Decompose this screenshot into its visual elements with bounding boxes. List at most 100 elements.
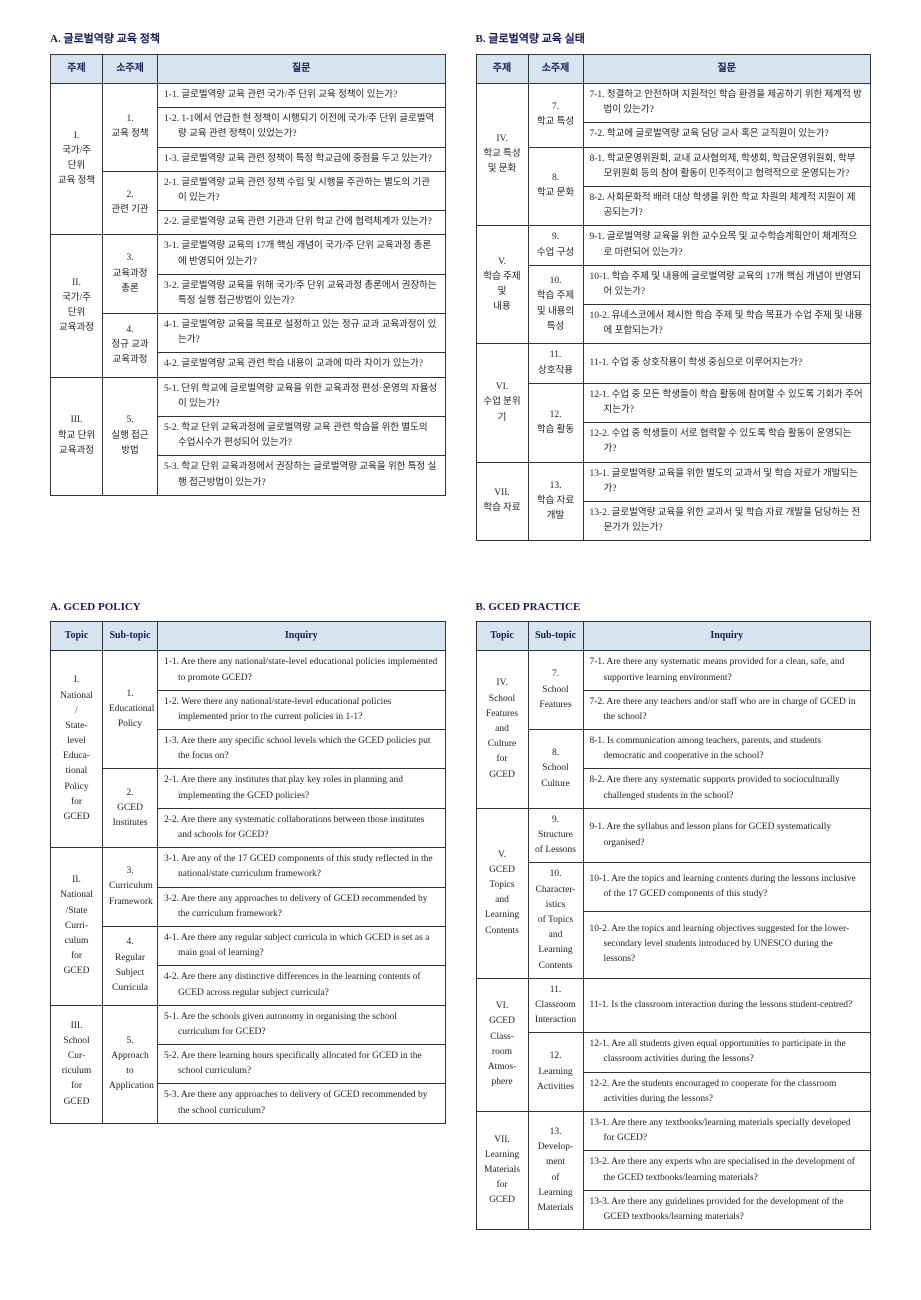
topic-cell: IV.학교 특성및 문화 [476, 84, 528, 226]
subtopic-cell: 4.RegularSubjectCurricula [103, 926, 158, 1005]
table-row: IV.학교 특성및 문화7.학교 특성7-1. 청결하고 안전하며 지원적인 학… [476, 84, 871, 123]
inquiry-table: TopicSub-topicInquiryI.National/State-le… [50, 621, 446, 1124]
subtopic-cell: 9.Structureof Lessons [528, 808, 583, 863]
subtopic-cell: 3.교육과정총론 [103, 235, 158, 314]
question-cell: 13-1. Are there any textbooks/learning m… [583, 1112, 871, 1151]
subtopic-cell: 5.ApproachtoApplication [103, 1005, 158, 1123]
subtopic-cell: 11.ClassroomInteraction [528, 978, 583, 1033]
inquiry-table: 주제소주제질문I.국가/주 단위교육 정책1.교육 정책1-1. 글로벌역량 교… [50, 54, 446, 496]
table-row: 4.정규 교과교육과정4-1. 글로벌역량 교육을 목표로 설정하고 있는 정규… [51, 314, 446, 353]
subtopic-cell: 11.상호작용 [528, 344, 583, 383]
table-row: VII.LearningMaterialsforGCED13.Develop-m… [476, 1112, 871, 1151]
question-cell: 9-1. Are the syllabus and lesson plans f… [583, 808, 871, 863]
column-header: Topic [476, 622, 528, 651]
topic-cell: II.National/StateCurri-culumforGCED [51, 848, 103, 1006]
subtopic-cell: 8.학교 문화 [528, 147, 583, 226]
column-header: Sub-topic [103, 622, 158, 651]
column-header: 소주제 [103, 55, 158, 84]
table-row: I.National/State-levelEduca-tionalPolicy… [51, 651, 446, 690]
question-cell: 8-2. Are there any systematic supports p… [583, 769, 871, 808]
question-cell: 11-1. Is the classroom interaction durin… [583, 978, 871, 1033]
question-cell: 3-1. 글로벌역량 교육의 17개 핵심 개념이 국가/주 단위 교육과정 총… [158, 235, 446, 274]
section-title: A. GCED POLICY [50, 601, 446, 613]
column-header: 주제 [476, 55, 528, 84]
section-A-en: A. GCED POLICY TopicSub-topicInquiryI.Nat… [50, 601, 446, 1230]
subtopic-cell: 1.EducationalPolicy [103, 651, 158, 769]
inquiry-table: 주제소주제질문IV.학교 특성및 문화7.학교 특성7-1. 청결하고 안전하며… [476, 54, 872, 541]
question-cell: 1-3. Are there any specific school level… [158, 730, 446, 769]
column-header: 질문 [583, 55, 871, 84]
section-title: A. 글로벌역량 교육 정책 [50, 30, 446, 46]
subtopic-cell: 13.학습 자료개발 [528, 462, 583, 541]
question-cell: 5-3. 학교 단위 교육과정에서 권장하는 글로벌역량 교육을 위한 특정 실… [158, 456, 446, 495]
subtopic-cell: 10.Character-isticsof TopicsandLearningC… [528, 863, 583, 978]
question-cell: 10-1. 학습 주제 및 내용에 글로벌역량 교육의 17개 핵심 개념이 반… [583, 265, 871, 304]
subtopic-cell: 7.SchoolFeatures [528, 651, 583, 730]
column-header: Sub-topic [528, 622, 583, 651]
section-B-en: B. GCED PRACTICETopicSub-topicInquiryIV.… [476, 601, 872, 1230]
column-header: Inquiry [158, 622, 446, 651]
topic-cell: III.학교 단위교육과정 [51, 377, 103, 495]
question-cell: 1-1. 글로벌역량 교육 관련 국가/주 단위 교육 정책이 있는가? [158, 84, 446, 108]
topic-cell: VII.LearningMaterialsforGCED [476, 1112, 528, 1230]
question-cell: 13-3. Are there any guidelines provided … [583, 1190, 871, 1229]
subtopic-cell: 12.학습 활동 [528, 383, 583, 462]
question-cell: 5-2. 학교 단위 교육과정에 글로벌역량 교육 관련 학습을 위한 별도의 … [158, 417, 446, 456]
question-cell: 3-1. Are any of the 17 GCED components o… [158, 848, 446, 887]
table-row: 8.SchoolCulture8-1. Is communication amo… [476, 730, 871, 769]
question-cell: 5-1. Are the schools given autonomy in o… [158, 1005, 446, 1044]
question-cell: 1-2. 1-1에서 언급한 현 정책이 시행되기 이전에 국가/주 단위 글로… [158, 108, 446, 147]
table-row: 12.LearningActivities12-1. Are all stude… [476, 1033, 871, 1072]
question-cell: 3-2. 글로벌역량 교육을 위해 국가/주 단위 교육과정 총론에서 권장하는… [158, 274, 446, 313]
table-row: 2.관련 기관2-1. 글로벌역량 교육 관련 정책 수립 및 시행을 주관하는… [51, 171, 446, 210]
question-cell: 13-2. Are there any experts who are spec… [583, 1151, 871, 1190]
table-row: 10.학습 주제및 내용의특성10-1. 학습 주제 및 내용에 글로벌역량 교… [476, 265, 871, 304]
question-cell: 5-3. Are there any approaches to deliver… [158, 1084, 446, 1123]
topic-cell: I.국가/주 단위교육 정책 [51, 84, 103, 235]
table-row: V.GCEDTopicsandLearningContents9.Structu… [476, 808, 871, 863]
question-cell: 2-1. 글로벌역량 교육 관련 정책 수립 및 시행을 주관하는 별도의 기관… [158, 171, 446, 210]
inquiry-table: TopicSub-topicInquiryIV.SchoolFeaturesan… [476, 621, 872, 1230]
question-cell: 9-1. 글로벌역량 교육을 위한 교수요목 및 교수학습계획안이 체계적으로 … [583, 226, 871, 265]
question-cell: 8-1. Is communication among teachers, pa… [583, 730, 871, 769]
question-cell: 2-2. 글로벌역량 교육 관련 기관과 단위 학교 간에 협력체계가 있는가? [158, 211, 446, 235]
table-row: III.학교 단위교육과정5.실행 접근방법5-1. 단위 학교에 글로벌역량 … [51, 377, 446, 416]
question-cell: 2-2. Are there any systematic collaborat… [158, 808, 446, 847]
topic-cell: V.학습 주제 및내용 [476, 226, 528, 344]
subtopic-cell: 2.관련 기관 [103, 171, 158, 235]
table-row: 10.Character-isticsof TopicsandLearningC… [476, 863, 871, 911]
question-cell: 13-1. 글로벌역량 교육을 위한 별도의 교과서 및 학습 자료가 개발되는… [583, 462, 871, 501]
question-cell: 3-2. Are there any approaches to deliver… [158, 887, 446, 926]
question-cell: 8-2. 사회문화적 배려 대상 학생을 위한 학교 차원의 체계적 지원이 제… [583, 186, 871, 225]
subtopic-cell: 2.GCEDInstitutes [103, 769, 158, 848]
table-row: 2.GCEDInstitutes2-1. Are there any insti… [51, 769, 446, 808]
column-header: Topic [51, 622, 103, 651]
table-row: VI.수업 분위기11.상호작용11-1. 수업 중 상호작용이 학생 중심으로… [476, 344, 871, 383]
question-cell: 4-1. Are there any regular subject curri… [158, 926, 446, 965]
topic-cell: II.국가/주 단위교육과정 [51, 235, 103, 377]
table-row: III.SchoolCur-riculumforGCED5.Approachto… [51, 1005, 446, 1044]
column-header: 주제 [51, 55, 103, 84]
table-row: IV.SchoolFeaturesandCultureforGCED7.Scho… [476, 651, 871, 690]
question-cell: 5-2. Are there learning hours specifical… [158, 1045, 446, 1084]
table-row: I.국가/주 단위교육 정책1.교육 정책1-1. 글로벌역량 교육 관련 국가… [51, 84, 446, 108]
topic-cell: VII.학습 자료 [476, 462, 528, 541]
subtopic-cell: 7.학교 특성 [528, 84, 583, 148]
question-cell: 11-1. 수업 중 상호작용이 학생 중심으로 이루어지는가? [583, 344, 871, 383]
section-A-ko: A. 글로벌역량 교육 정책주제소주제질문I.국가/주 단위교육 정책1.교육 … [50, 30, 446, 541]
question-cell: 7-1. Are there any systematic means prov… [583, 651, 871, 690]
question-cell: 10-2. Are the topics and learning object… [583, 911, 871, 978]
subtopic-cell: 9.수업 구성 [528, 226, 583, 265]
question-cell: 2-1. Are there any institutes that play … [158, 769, 446, 808]
question-cell: 7-2. 학교에 글로벌역량 교육 담당 교사 혹은 교직원이 있는가? [583, 123, 871, 147]
subtopic-cell: 8.SchoolCulture [528, 730, 583, 809]
question-cell: 13-2. 글로벌역량 교육을 위한 교과서 및 학습 자료 개발을 담당하는 … [583, 501, 871, 540]
subtopic-cell: 12.LearningActivities [528, 1033, 583, 1112]
table-row: VII.학습 자료13.학습 자료개발13-1. 글로벌역량 교육을 위한 별도… [476, 462, 871, 501]
table-row: 8.학교 문화8-1. 학교운영위원회, 교내 교사협의체, 학생회, 학급운영… [476, 147, 871, 186]
question-cell: 1-2. Were there any national/state-level… [158, 690, 446, 729]
question-cell: 4-2. Are there any distinctive differenc… [158, 966, 446, 1005]
column-header: 소주제 [528, 55, 583, 84]
topic-cell: VI.GCEDClass-roomAtmos-phere [476, 978, 528, 1111]
column-header: Inquiry [583, 622, 871, 651]
